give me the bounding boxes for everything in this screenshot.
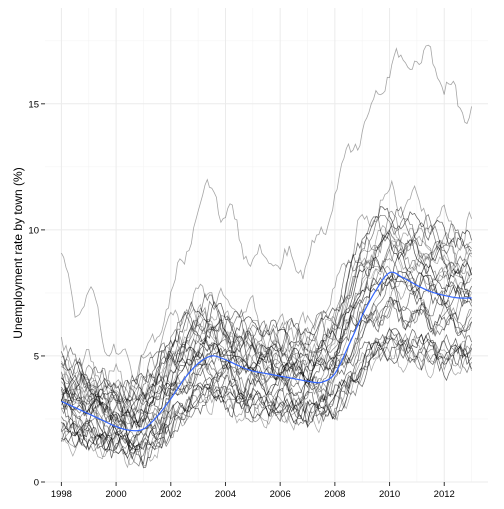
trend-line [61,271,472,432]
y-axis-ticks: 0 5 10 15 [28,99,45,489]
town-series-bundle [61,205,472,469]
town-series-line [61,298,472,446]
town-series-line [61,300,472,445]
town-series-line [61,332,472,467]
y-tick-label: 15 [28,99,39,110]
trend-line-group [61,271,472,432]
x-tick-label: 2008 [324,489,345,500]
x-axis-ticks: 1998 2000 2002 2004 2006 2008 2010 2012 [51,482,455,500]
town-series-line [61,331,472,454]
x-tick-label: 1998 [51,489,72,500]
town-series-line [61,271,472,429]
town-series-line [61,214,472,404]
y-tick-label: 10 [28,225,39,236]
x-tick-label: 2006 [270,489,291,500]
town-series-line [61,326,472,466]
y-tick-label: 0 [34,478,39,489]
town-series-line [61,272,472,430]
town-series-line [61,239,472,421]
town-series-line [61,251,472,423]
town-series-line [61,234,472,413]
outlier-town-series [61,44,472,398]
x-tick-label: 2010 [379,489,400,500]
town-series-line [61,270,472,436]
town-series-line [61,296,472,452]
town-series-line [61,278,472,438]
y-tick-label: 5 [34,351,39,362]
x-tick-label: 2004 [215,489,236,500]
outlier-town-line [61,44,472,382]
town-series-line [61,232,472,417]
town-series-line [61,297,472,449]
x-tick-label: 2012 [434,489,455,500]
x-tick-label: 2002 [160,489,181,500]
town-series-line [61,229,472,413]
town-series-line [61,206,472,404]
town-series-line [61,205,472,403]
town-series-line [61,335,472,469]
town-series-line [61,240,472,430]
y-axis-label: Unemployment rate by town (%) [11,167,25,338]
outlier-town-line [61,179,472,398]
x-tick-label: 2000 [106,489,127,500]
